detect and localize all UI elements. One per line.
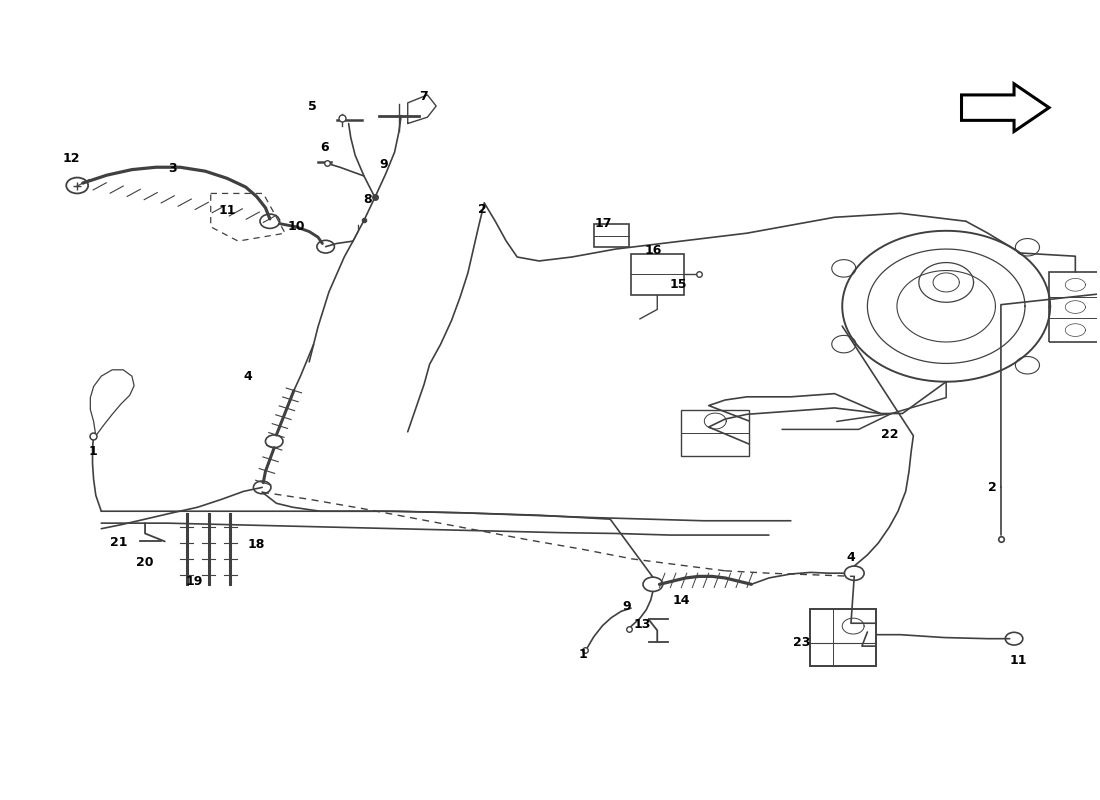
Text: 17: 17 [595, 217, 613, 230]
Bar [594, 224, 629, 247]
Text: 13: 13 [634, 618, 650, 630]
Text: 20: 20 [136, 556, 154, 570]
Text: 5: 5 [308, 99, 317, 113]
Text: 8: 8 [363, 194, 372, 206]
Text: 14: 14 [672, 594, 690, 606]
Bar [811, 609, 876, 666]
Text: 7: 7 [419, 90, 428, 103]
Text: 4: 4 [243, 370, 252, 382]
Text: 15: 15 [669, 278, 686, 291]
Text: 11: 11 [219, 205, 235, 218]
Bar [631, 254, 683, 295]
Text: 23: 23 [793, 636, 811, 649]
Text: 9: 9 [623, 600, 631, 613]
Text: 10: 10 [287, 220, 305, 234]
Text: 18: 18 [248, 538, 265, 551]
Text: 11: 11 [1010, 654, 1027, 667]
Text: 22: 22 [880, 429, 898, 442]
Bar [681, 410, 749, 456]
Text: 19: 19 [186, 574, 204, 588]
Text: 2: 2 [477, 203, 486, 216]
Text: 21: 21 [110, 537, 128, 550]
Bar [1049, 272, 1100, 342]
Text: 1: 1 [579, 648, 587, 661]
Text: 1: 1 [88, 445, 97, 458]
Text: 12: 12 [63, 152, 80, 165]
Text: 2: 2 [988, 481, 997, 494]
Text: 6: 6 [320, 141, 329, 154]
Text: 9: 9 [379, 158, 388, 171]
Text: 16: 16 [645, 244, 661, 257]
Text: 4: 4 [847, 550, 856, 564]
Text: 3: 3 [168, 162, 177, 174]
